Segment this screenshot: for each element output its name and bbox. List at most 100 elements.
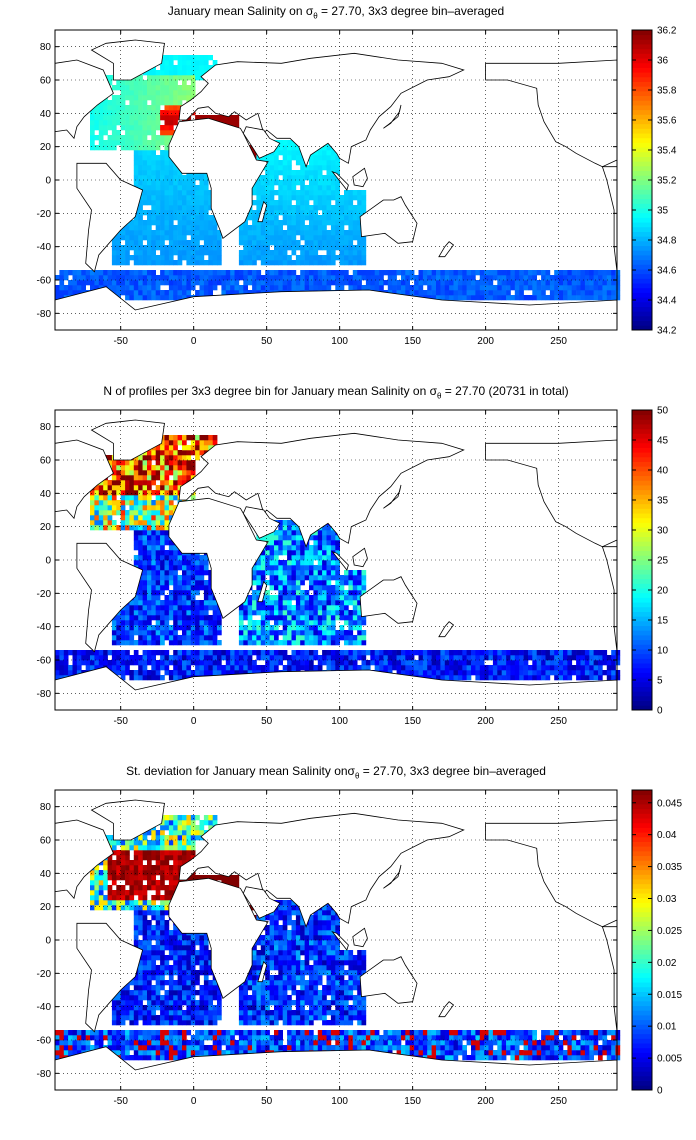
bin-cell: [212, 615, 218, 621]
bin-cell: [479, 285, 485, 291]
bin-cell: [532, 655, 537, 661]
bin-cell: [94, 900, 100, 906]
bin-cell: [147, 120, 152, 126]
bin-cell: [160, 650, 165, 656]
bin-cell: [151, 505, 156, 511]
colorbar-segment: [632, 39, 652, 45]
bin-cell: [252, 235, 257, 241]
bin-cell: [313, 235, 319, 241]
bin-cell: [94, 885, 100, 891]
bin-cell: [85, 660, 91, 666]
bin-cell: [549, 655, 555, 661]
bin-cell: [352, 650, 358, 656]
bin-cell: [282, 215, 288, 221]
bin-cell: [453, 285, 459, 291]
bin-cell: [164, 635, 170, 641]
bin-cell: [414, 660, 419, 666]
bin-cell: [471, 670, 476, 676]
bin-cell: [195, 55, 200, 61]
bin-cell: [164, 520, 170, 526]
bin-cell: [133, 640, 139, 646]
bin-cell: [322, 560, 327, 566]
bin-cell: [177, 105, 183, 111]
coastline: [178, 52, 465, 168]
bin-cell: [348, 625, 354, 631]
bin-cell: [317, 585, 323, 591]
bin-cell: [392, 275, 397, 281]
bin-cell: [120, 85, 126, 91]
bin-cell: [217, 625, 222, 631]
bin-cell: [94, 125, 100, 131]
bin-cell: [182, 555, 187, 561]
bin-cell: [243, 285, 248, 291]
bin-cell: [238, 635, 244, 641]
colorbar-segment: [632, 53, 652, 59]
bin-cell: [59, 275, 65, 281]
bin-cell: [479, 670, 485, 676]
bin-cell: [160, 555, 165, 561]
bin-cell: [103, 275, 108, 281]
bin-cell: [160, 560, 165, 566]
bin-cell: [116, 115, 121, 121]
bin-cell: [282, 630, 288, 636]
bin-cell: [309, 155, 314, 161]
bin-cell: [142, 515, 148, 521]
bin-cell: [142, 180, 148, 186]
bin-cell: [357, 610, 362, 616]
bin-cell: [514, 650, 520, 656]
bin-cell: [238, 270, 244, 276]
bin-cell: [55, 675, 60, 681]
bin-cell: [120, 135, 126, 141]
bin-cell: [484, 655, 489, 661]
bin-cell: [164, 555, 170, 561]
bin-cell: [269, 235, 275, 241]
bin-cell: [247, 615, 253, 621]
bin-cell: [265, 625, 270, 631]
bin-cell: [177, 575, 183, 581]
bin-cell: [282, 140, 288, 146]
bin-cell: [418, 290, 424, 296]
bin-cell: [462, 650, 467, 656]
bin-cell: [203, 65, 209, 71]
bin-cell: [471, 280, 476, 286]
bin-cell: [563, 650, 568, 656]
colorbar-tick-label: 5: [657, 676, 663, 687]
bin-cell: [274, 275, 279, 281]
bin-cell: [111, 465, 117, 471]
bin-cell: [138, 155, 143, 161]
colorbar-segment: [632, 278, 652, 284]
bin-cell: [339, 240, 345, 246]
bin-cell: [287, 140, 292, 146]
bin-cell: [274, 230, 279, 236]
bin-cell: [129, 480, 135, 486]
bin-cell: [462, 655, 467, 661]
bin-cell: [344, 615, 349, 621]
bin-cell: [182, 195, 187, 201]
bin-cell: [326, 585, 332, 591]
bin-cell: [147, 185, 152, 191]
bin-cell: [203, 440, 209, 446]
colorbar-tick-label: 10: [657, 646, 669, 657]
bin-cell: [361, 640, 367, 646]
bin-cell: [330, 160, 336, 166]
bin-cell: [68, 670, 73, 676]
bin-cell: [282, 245, 288, 251]
bin-cell: [177, 285, 183, 291]
coastline: [168, 497, 269, 619]
bin-cell: [155, 285, 161, 291]
bin-cell: [484, 675, 489, 681]
bin-cell: [116, 465, 121, 471]
bin-cell: [217, 665, 222, 671]
bin-cell: [418, 655, 424, 661]
bin-cell: [260, 605, 266, 611]
bin-cell: [168, 245, 174, 251]
bin-cell: [151, 165, 156, 171]
bin-cell: [584, 280, 590, 286]
x-tick-label: 250: [550, 716, 567, 727]
bin-cell: [98, 520, 104, 526]
bin-cell: [76, 1045, 82, 1051]
bin-cell: [278, 285, 283, 291]
bin-cell: [488, 275, 494, 281]
bin-cell: [147, 165, 152, 171]
bin-cell: [506, 660, 511, 666]
